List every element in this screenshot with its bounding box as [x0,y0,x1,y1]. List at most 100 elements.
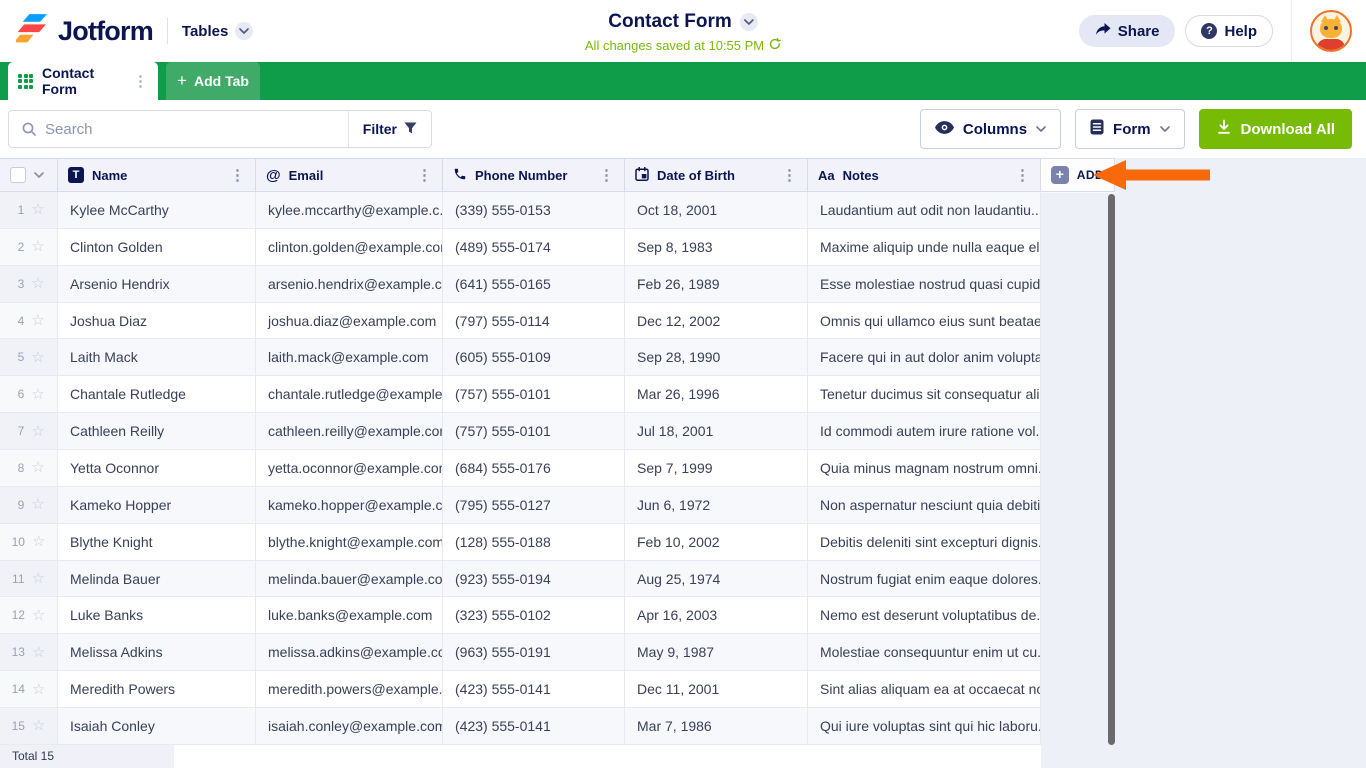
jotform-logo[interactable]: Jotform [13,12,154,50]
notes-cell[interactable]: Esse molestiae nostrud quasi cupidi... [808,265,1041,303]
table-row[interactable]: 14 ☆ Meredith Powers meredith.powers@exa… [0,671,1115,709]
email-cell[interactable]: chantale.rutledge@example... [256,376,443,414]
dob-cell[interactable]: Jul 18, 2001 [625,413,808,451]
column-kebab-menu-icon[interactable]: ⋮ [782,166,797,184]
dob-cell[interactable]: Feb 26, 1989 [625,265,808,303]
notes-cell[interactable]: Facere qui in aut dolor anim volupta... [808,339,1041,377]
table-row[interactable]: 15 ☆ Isaiah Conley isaiah.conley@example… [0,708,1115,745]
dob-cell[interactable]: Sep 8, 1983 [625,228,808,266]
table-row[interactable]: 6 ☆ Chantale Rutledge chantale.rutledge@… [0,376,1115,414]
phone-cell[interactable]: (923) 555-0194 [443,560,625,598]
notes-cell[interactable]: Nemo est deserunt voluptatibus de... [808,597,1041,635]
column-header-name[interactable]: T Name ⋮ [58,158,256,192]
notes-cell[interactable]: Molestiae consequuntur enim ut cu... [808,634,1041,672]
name-cell[interactable]: Cathleen Reilly [58,413,256,451]
phone-cell[interactable]: (423) 555-0141 [443,671,625,709]
download-all-button[interactable]: Download All [1198,109,1352,149]
column-header-dob[interactable]: Date of Birth ⋮ [625,158,808,192]
phone-cell[interactable]: (757) 555-0101 [443,413,625,451]
vertical-scrollbar[interactable] [1108,194,1115,745]
email-cell[interactable]: isaiah.conley@example.com [256,708,443,745]
table-row[interactable]: 2 ☆ Clinton Golden clinton.golden@exampl… [0,228,1115,266]
dob-cell[interactable]: Jun 6, 1972 [625,486,808,524]
dob-cell[interactable]: Sep 7, 1999 [625,450,808,487]
email-cell[interactable]: blythe.knight@example.com [256,523,443,561]
table-row[interactable]: 8 ☆ Yetta Oconnor yetta.oconnor@example.… [0,450,1115,487]
notes-cell[interactable]: Laudantium aut odit non laudantiu... [808,192,1041,229]
name-cell[interactable]: Meredith Powers [58,671,256,709]
notes-cell[interactable]: Qui iure voluptas sint qui hic laboru... [808,708,1041,745]
column-header-notes[interactable]: Aa Notes ⋮ [808,158,1041,192]
column-kebab-menu-icon[interactable]: ⋮ [417,166,432,184]
column-header-phone[interactable]: Phone Number ⋮ [443,158,625,192]
phone-cell[interactable]: (797) 555-0114 [443,302,625,340]
star-icon[interactable]: ☆ [31,496,45,514]
star-icon[interactable]: ☆ [31,606,46,624]
name-cell[interactable]: Laith Mack [58,339,256,377]
avatar[interactable] [1310,10,1352,52]
email-cell[interactable]: melissa.adkins@example.com [256,634,443,672]
star-icon[interactable]: ☆ [31,643,46,661]
email-cell[interactable]: arsenio.hendrix@example.c... [256,265,443,303]
form-button[interactable]: Form [1075,109,1185,149]
email-cell[interactable]: clinton.golden@example.com [256,228,443,266]
name-cell[interactable]: Melinda Bauer [58,560,256,598]
email-cell[interactable]: luke.banks@example.com [256,597,443,635]
dob-cell[interactable]: Feb 10, 2002 [625,523,808,561]
star-icon[interactable]: ☆ [31,459,45,477]
star-icon[interactable]: ☆ [31,533,46,551]
phone-cell[interactable]: (489) 555-0174 [443,228,625,266]
phone-cell[interactable]: (339) 555-0153 [443,192,625,229]
phone-cell[interactable]: (795) 555-0127 [443,486,625,524]
select-all-checkbox[interactable] [10,167,26,183]
star-icon[interactable]: ☆ [31,201,45,219]
dob-cell[interactable]: Oct 18, 2001 [625,192,808,229]
email-cell[interactable]: yetta.oconnor@example.com [256,450,443,487]
tables-product-menu[interactable]: Tables [182,22,254,40]
email-cell[interactable]: cathleen.reilly@example.com [256,413,443,451]
dob-cell[interactable]: Mar 26, 1996 [625,376,808,414]
filter-button[interactable]: Filter [347,111,431,147]
dob-cell[interactable]: Aug 25, 1974 [625,560,808,598]
notes-cell[interactable]: Id commodi autem irure ratione vol... [808,413,1041,451]
table-row[interactable]: 5 ☆ Laith Mack laith.mack@example.com (6… [0,339,1115,377]
email-cell[interactable]: meredith.powers@example.... [256,671,443,709]
email-cell[interactable]: kameko.hopper@example.c... [256,486,443,524]
table-row[interactable]: 9 ☆ Kameko Hopper kameko.hopper@example.… [0,486,1115,524]
column-header-email[interactable]: @ Email ⋮ [256,158,443,192]
column-kebab-menu-icon[interactable]: ⋮ [230,166,245,184]
column-kebab-menu-icon[interactable]: ⋮ [1015,166,1030,184]
name-cell[interactable]: Joshua Diaz [58,302,256,340]
phone-cell[interactable]: (423) 555-0141 [443,708,625,745]
phone-cell[interactable]: (684) 555-0176 [443,450,625,487]
tab-contact-form[interactable]: Contact Form ⋮ [8,62,158,100]
dob-cell[interactable]: Dec 11, 2001 [625,671,808,709]
table-row[interactable]: 11 ☆ Melinda Bauer melinda.bauer@example… [0,560,1115,598]
phone-cell[interactable]: (128) 555-0188 [443,523,625,561]
name-cell[interactable]: Chantale Rutledge [58,376,256,414]
name-cell[interactable]: Luke Banks [58,597,256,635]
phone-cell[interactable]: (641) 555-0165 [443,265,625,303]
star-icon[interactable]: ☆ [31,312,45,329]
notes-cell[interactable]: Non aspernatur nesciunt quia debiti... [808,486,1041,524]
phone-cell[interactable]: (757) 555-0101 [443,376,625,414]
table-row[interactable]: 7 ☆ Cathleen Reilly cathleen.reilly@exam… [0,413,1115,451]
tab-kebab-menu-icon[interactable]: ⋮ [133,72,148,90]
notes-cell[interactable]: Nostrum fugiat enim eaque dolores... [808,560,1041,598]
star-icon[interactable]: ☆ [31,570,45,588]
table-row[interactable]: 10 ☆ Blythe Knight blythe.knight@example… [0,523,1115,561]
chevron-down-icon[interactable] [34,172,44,178]
table-row[interactable]: 12 ☆ Luke Banks luke.banks@example.com (… [0,597,1115,635]
table-row[interactable]: 13 ☆ Melissa Adkins melissa.adkins@examp… [0,634,1115,672]
add-tab-button[interactable]: + Add Tab [166,62,260,100]
share-button[interactable]: Share [1078,15,1176,47]
name-cell[interactable]: Kameko Hopper [58,486,256,524]
column-kebab-menu-icon[interactable]: ⋮ [599,166,614,184]
name-cell[interactable]: Yetta Oconnor [58,450,256,487]
search-input[interactable] [37,120,348,138]
name-cell[interactable]: Clinton Golden [58,228,256,266]
table-row[interactable]: 1 ☆ Kylee McCarthy kylee.mccarthy@exampl… [0,192,1115,229]
star-icon[interactable]: ☆ [31,238,45,256]
phone-cell[interactable]: (963) 555-0191 [443,634,625,672]
table-row[interactable]: 4 ☆ Joshua Diaz joshua.diaz@example.com … [0,302,1115,340]
